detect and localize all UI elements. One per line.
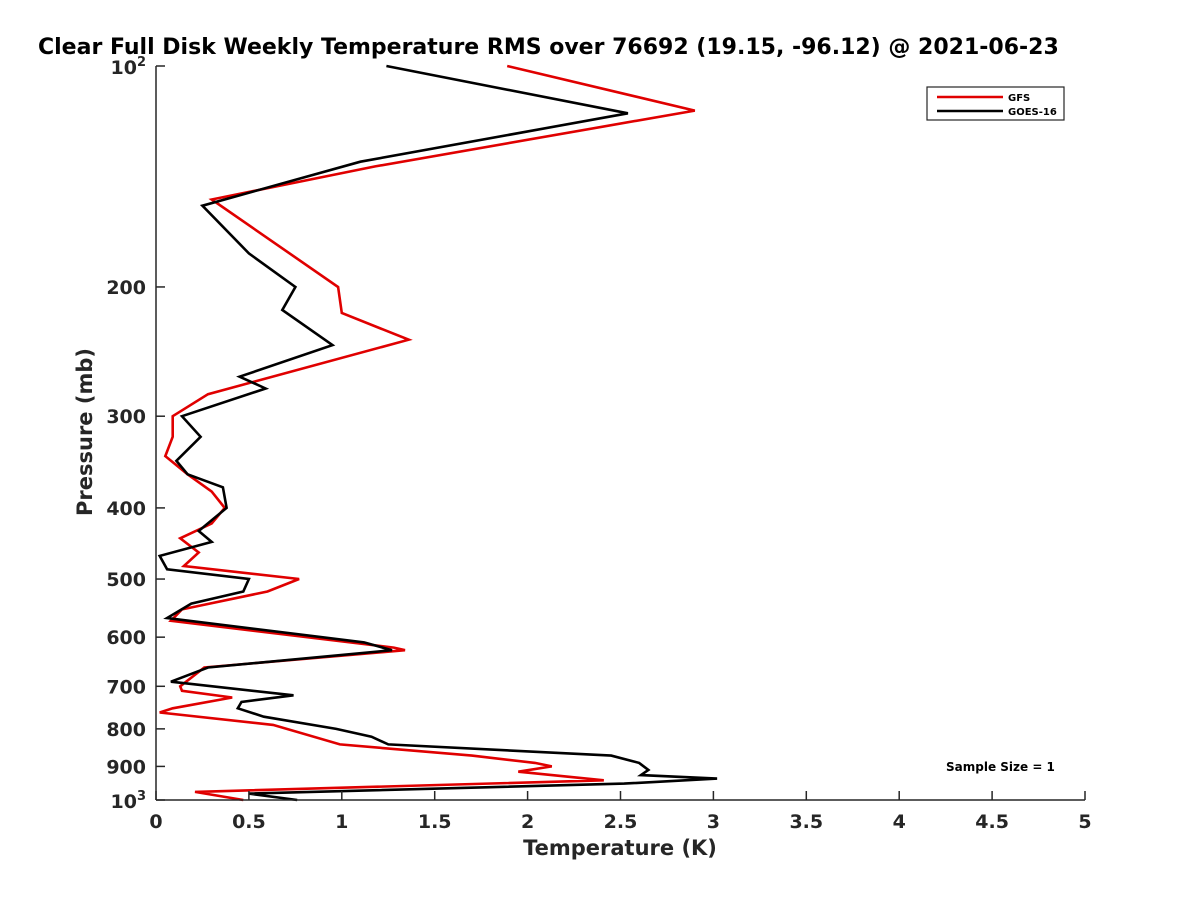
x-axis-ticks: 0 0.5 1 1.5 2 2.5 3 3.5 4 4.5 5 [149, 791, 1092, 833]
x-tick-label: 1 [335, 811, 348, 833]
x-tick-label: 1.5 [418, 811, 452, 833]
x-axis-label: Temperature (K) [523, 836, 717, 860]
x-tick-label: 2.5 [604, 811, 638, 833]
y-tick-label: 500 [106, 569, 146, 591]
y-tick-label: 400 [106, 498, 146, 520]
legend: GFS GOES-16 [926, 86, 1065, 121]
sample-size-annotation: Sample Size = 1 [946, 760, 1055, 774]
x-tick-label: 4 [893, 811, 906, 833]
x-tick-label: 5 [1078, 811, 1091, 833]
series-line-goes-16 [157, 64, 718, 802]
legend-box [926, 86, 1065, 121]
y-tick-label: 300 [106, 406, 146, 428]
series-line-gfs [159, 64, 696, 802]
y-tick-label-top: 102 [111, 55, 147, 79]
x-tick-label: 0 [149, 811, 162, 833]
x-tick-label: 3 [707, 811, 720, 833]
y-tick-label: 900 [106, 756, 146, 778]
y-tick-label: 200 [106, 277, 146, 299]
x-tick-label: 0.5 [232, 811, 266, 833]
x-tick-label: 3.5 [789, 811, 823, 833]
y-tick-label: 800 [106, 719, 146, 741]
legend-label: GFS [1008, 93, 1030, 104]
y-tick-label-bottom: 103 [111, 789, 147, 813]
legend-label: GOES-16 [1008, 107, 1057, 118]
y-axis-ticks: 200 300 400 500 600 700 800 900 102 103 [106, 55, 165, 813]
y-tick-label: 700 [106, 676, 146, 698]
y-tick-label: 600 [106, 627, 146, 649]
plot-lines [157, 64, 718, 802]
chart-title: Clear Full Disk Weekly Temperature RMS o… [38, 35, 1059, 60]
x-tick-label: 4.5 [975, 811, 1009, 833]
axes [155, 66, 1085, 801]
x-tick-label: 2 [521, 811, 534, 833]
y-axis-label: Pressure (mb) [73, 348, 97, 516]
